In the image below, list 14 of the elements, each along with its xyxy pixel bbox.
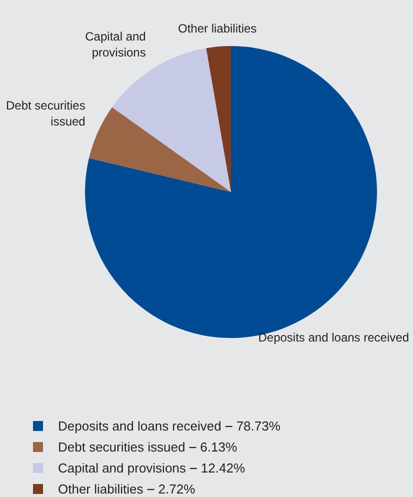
data-label: 6.13% xyxy=(200,440,238,454)
legend-label: Deposits and loans received xyxy=(58,418,222,434)
legend-label: Debt securities issued xyxy=(58,440,186,454)
slice-label: Deposits and loans received xyxy=(258,330,409,345)
data-label: 2.72% xyxy=(158,482,196,496)
pie-slice xyxy=(88,107,231,192)
slice-label: Debt securities issued xyxy=(6,98,86,129)
data-label: 12.42% xyxy=(200,460,246,476)
data-label: 78.73% xyxy=(236,418,281,434)
pie-slice xyxy=(206,46,231,192)
slice-label: Other liabilities xyxy=(178,22,257,36)
slice-label: Capital and provisions xyxy=(85,30,146,60)
legend-label: Other liabilities xyxy=(58,482,144,496)
legend-label: Capital and provisions xyxy=(58,460,186,476)
